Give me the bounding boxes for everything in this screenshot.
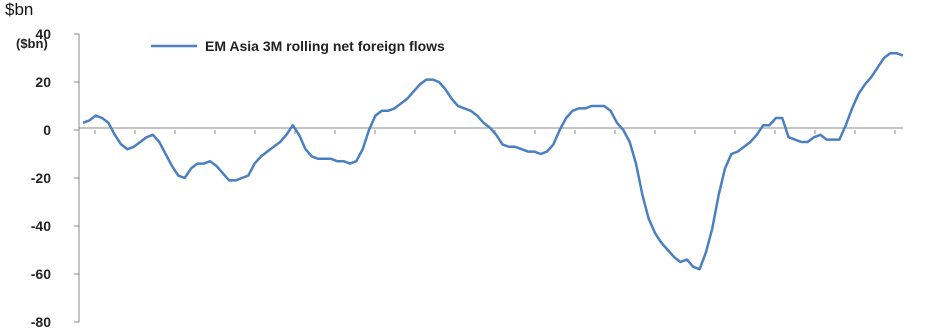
- legend-label: EM Asia 3M rolling net foreign flows: [205, 38, 445, 54]
- x-axis-ticks: [94, 130, 896, 134]
- y-axis-ticks: 40 20 0 -20 -40 -60 -80: [31, 26, 79, 330]
- y-tick-label: -60: [31, 266, 51, 282]
- series-line: [82, 51, 904, 271]
- chart-title: $bn: [5, 0, 33, 19]
- y-tick-label: 0: [43, 122, 51, 138]
- legend: EM Asia 3M rolling net foreign flows: [151, 38, 445, 54]
- y-axis-unit-label: ($bn): [16, 36, 48, 51]
- y-tick-label: 20: [35, 74, 51, 90]
- y-tick-label: -80: [31, 314, 51, 330]
- y-tick-label: -20: [31, 170, 51, 186]
- y-tick-label: -40: [31, 218, 51, 234]
- y-tick-label: 40: [35, 26, 51, 42]
- series-group: [82, 51, 904, 271]
